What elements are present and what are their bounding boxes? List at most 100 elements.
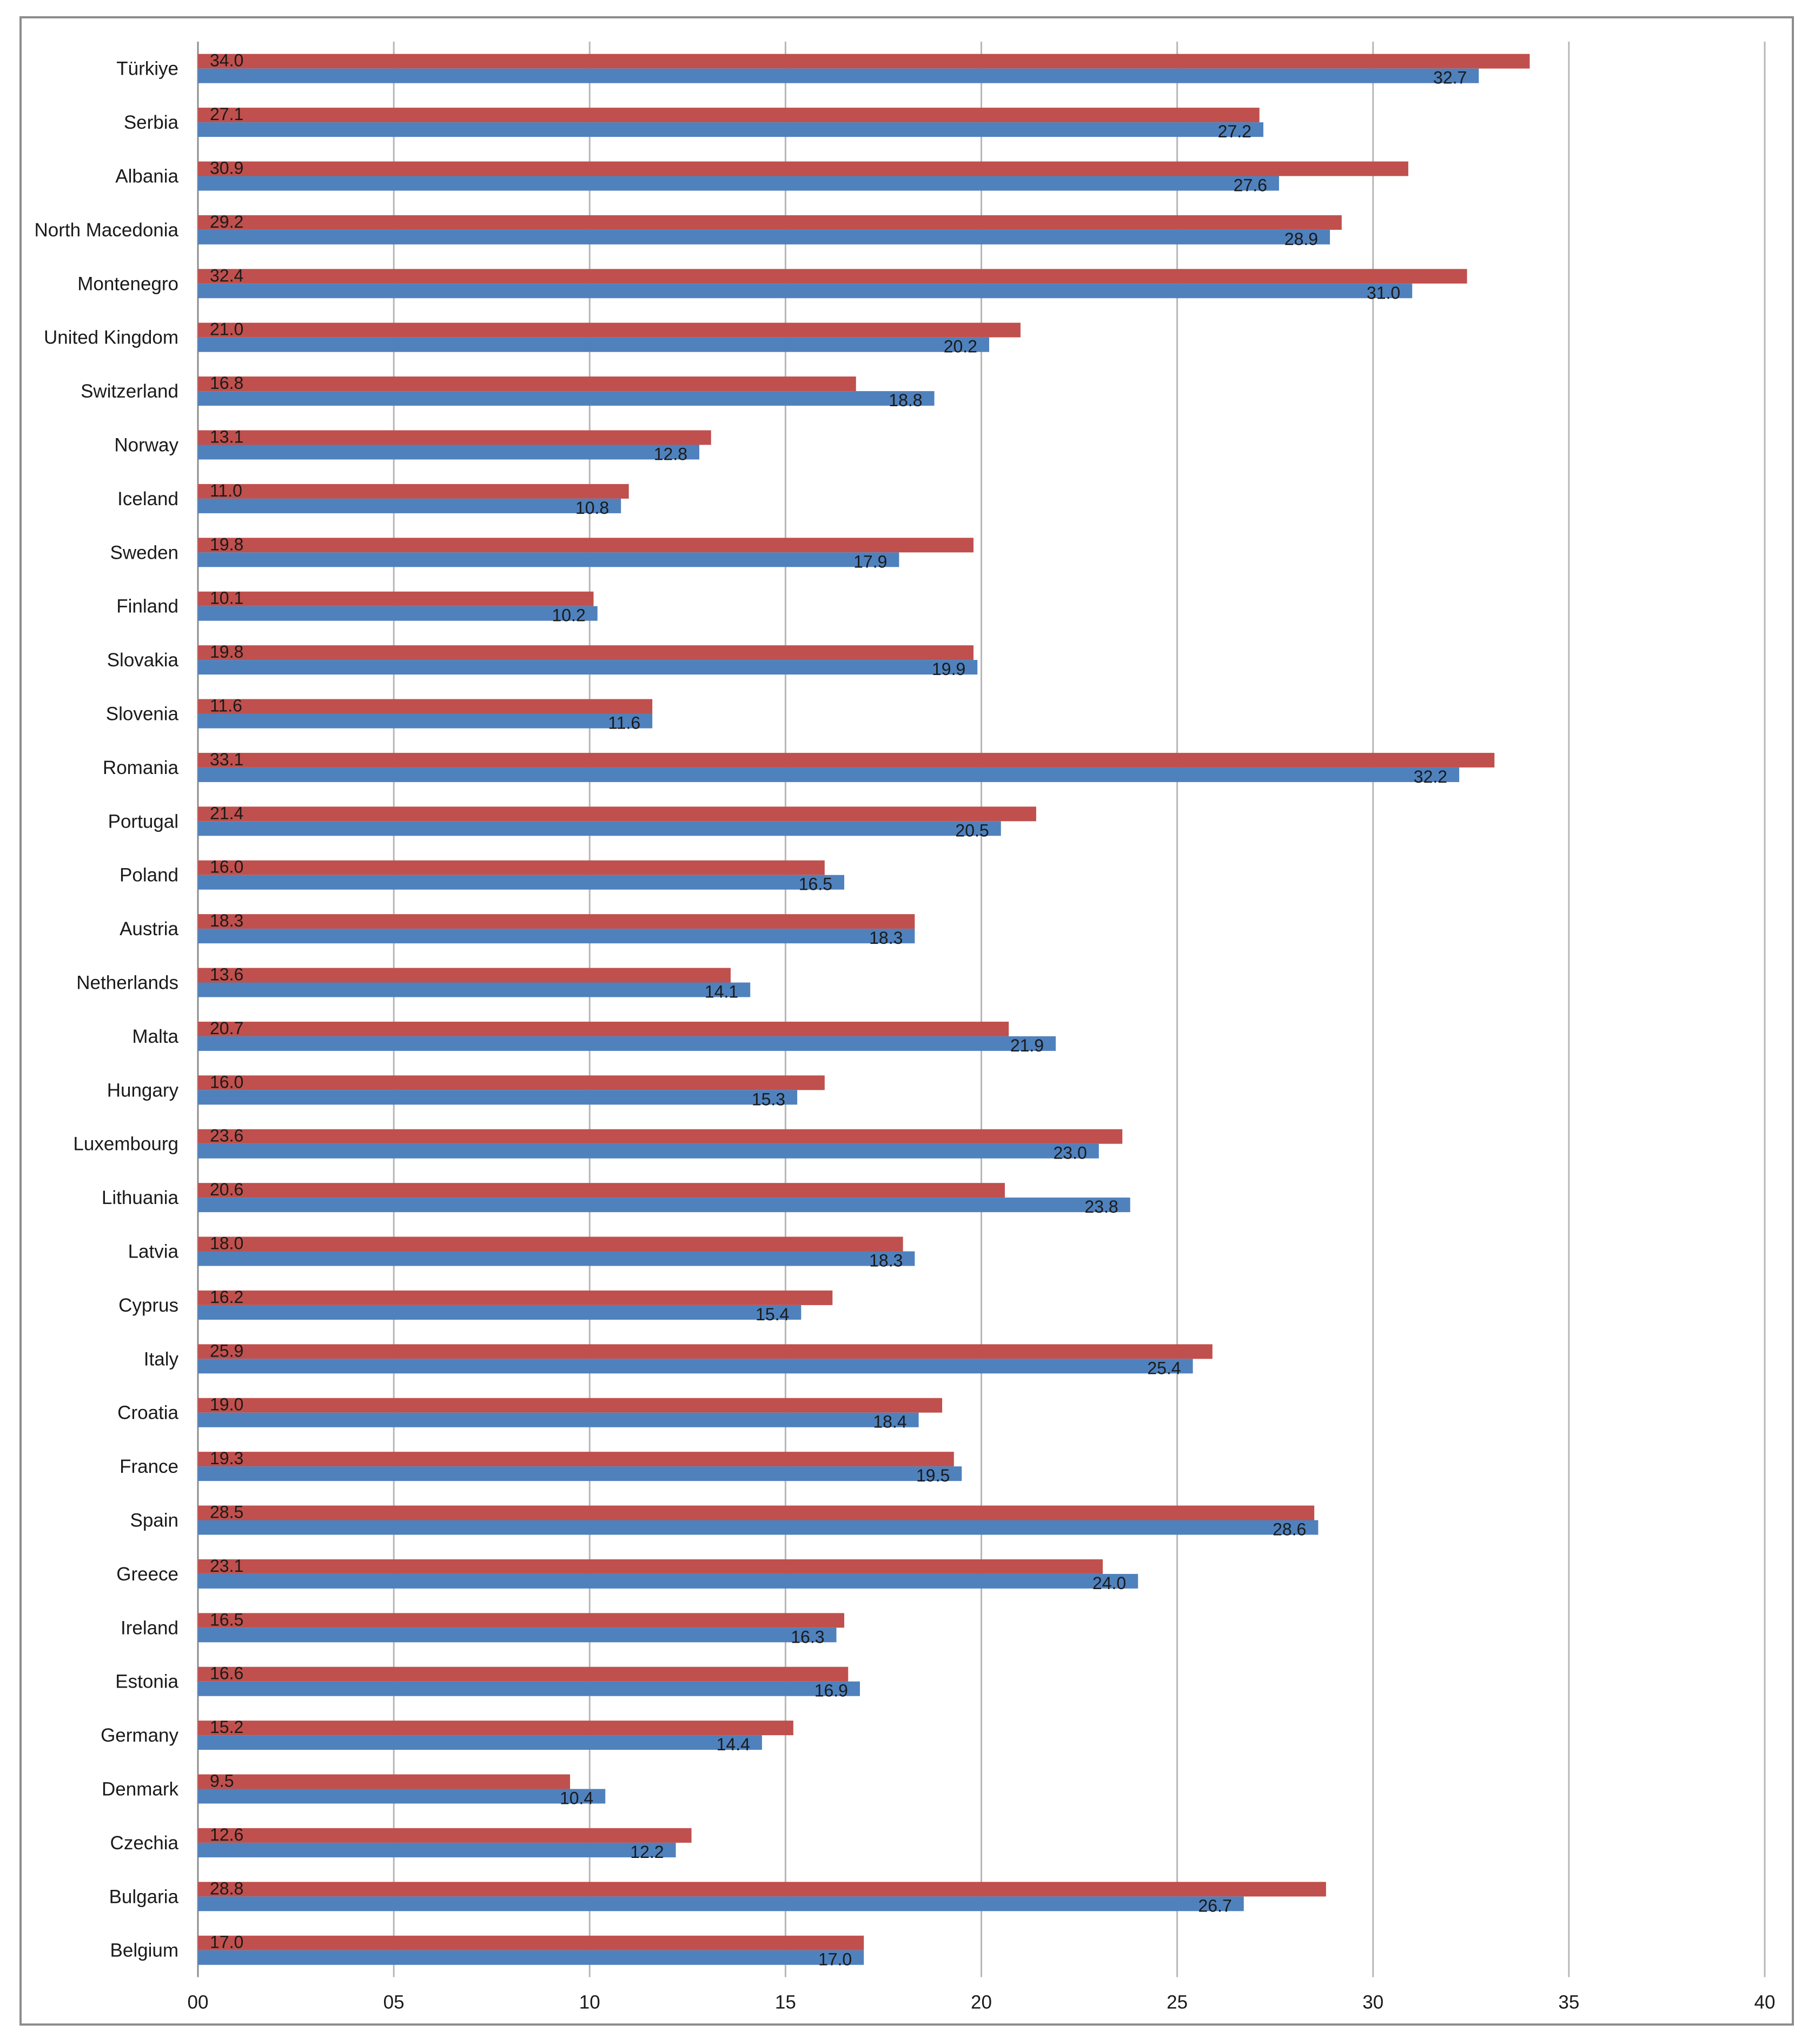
data-label-series-1: 16.2 [210,1287,243,1307]
bar-series-1 [198,1398,943,1413]
category-labels: Türkiye Serbia Albania North Macedonia Monte… [34,58,178,1961]
bar-series-1 [198,376,856,392]
data-label-series-1: 33.1 [210,750,243,769]
data-label-series-2: 18.8 [889,391,922,410]
bar-series-2 [198,1251,915,1266]
bar-series-1 [198,161,1408,176]
bar-series-2 [198,1359,1193,1374]
data-label-series-2: 28.9 [1284,229,1318,249]
data-label-series-1: 17.0 [210,1933,243,1952]
bar-series-1 [198,806,1036,822]
category-label: Estonia [115,1671,178,1692]
data-label-series-1: 21.4 [210,803,243,823]
data-label-series-1: 30.9 [210,158,243,178]
data-label-series-1: 34.0 [210,51,243,70]
bar-series-1 [198,1828,692,1843]
data-label-series-2: 12.2 [630,1842,664,1862]
bar-series-2 [198,391,935,406]
data-label-series-2: 15.4 [756,1305,789,1324]
bar-series-2 [198,1466,962,1481]
bar-series-1 [198,752,1495,768]
bar-series-1 [198,430,711,445]
bar-series-2 [198,445,700,460]
bar-series-2 [198,283,1413,299]
x-tick-label: 35 [1558,1992,1579,2013]
category-label: Croatia [117,1403,178,1424]
bar-series-2 [198,68,1479,83]
data-label-series-2: 18.3 [869,928,903,948]
bar-series-2 [198,337,989,352]
data-label-series-1: 25.9 [210,1341,243,1360]
bar-series-1 [198,1183,1005,1198]
data-label-series-2: 27.2 [1218,122,1251,141]
bar-series-2 [198,1628,837,1643]
x-tick-label: 05 [383,1992,405,2013]
data-label-series-2: 27.6 [1234,176,1267,195]
data-label-series-2: 10.2 [552,606,585,625]
bar-series-1 [198,1452,954,1467]
bar-series-1 [198,591,594,606]
data-label-series-1: 16.8 [210,373,243,393]
category-label: United Kingdom [44,327,178,348]
data-label-series-2: 25.4 [1147,1358,1181,1378]
bar-series-1 [198,108,1260,123]
data-label-series-1: 16.6 [210,1664,243,1683]
bar-series-2 [198,929,915,944]
category-label: Slovakia [107,650,179,671]
category-label: Serbia [124,112,179,133]
data-label-series-1: 29.2 [210,212,243,231]
gridlines [197,42,1766,1977]
category-label: Hungary [107,1080,179,1101]
data-label-series-2: 32.2 [1414,767,1447,786]
bar-series-2 [198,122,1263,137]
bar-series-2 [198,1036,1056,1051]
category-label: Bulgaria [109,1886,179,1907]
data-label-series-1: 32.4 [210,266,243,285]
bar-series-1 [198,860,825,875]
category-label: North Macedonia [34,220,178,241]
data-label-series-2: 18.3 [869,1251,903,1271]
chart-frame: 34.0 32.7 27.1 27.2 30.9 27.6 29.2 28.9 32.4 31.0… [19,16,1794,2026]
bar-series-2 [198,1520,1319,1535]
x-tick-label: 10 [579,1992,600,2013]
bar-series-1 [198,1075,825,1090]
data-label-series-2: 31.0 [1367,283,1400,302]
data-label-series-1: 15.2 [210,1717,243,1737]
bar-series-1 [198,914,915,929]
data-label-series-1: 12.6 [210,1825,243,1844]
category-label: Latvia [128,1241,179,1262]
data-label-series-2: 20.2 [944,337,977,356]
bar-series-2 [198,767,1460,782]
category-label: Cyprus [118,1295,178,1316]
data-label-series-1: 19.8 [210,642,243,662]
bar-series-1 [198,269,1467,284]
x-tick-label: 30 [1362,1992,1383,2013]
bar-series-1 [198,538,974,553]
category-label: Norway [114,435,178,456]
category-label: France [120,1456,178,1477]
data-label-series-2: 23.0 [1053,1143,1087,1163]
data-label-series-1: 11.6 [210,696,242,716]
data-label-series-1: 20.6 [210,1180,243,1199]
category-label: Luxembourg [73,1134,178,1155]
data-label-series-1: 18.3 [210,911,243,930]
data-label-series-2: 32.7 [1433,68,1467,88]
bar-series-2 [198,821,1001,836]
category-label: Albania [115,166,178,187]
data-label-series-1: 23.1 [210,1556,243,1576]
category-label: Lithuania [102,1187,179,1208]
bar-series-2 [198,1412,919,1427]
bar-series-1 [198,1613,845,1628]
bar-series-2 [198,1842,676,1857]
data-label-series-2: 15.3 [752,1089,785,1109]
x-tick-label: 00 [188,1992,209,2013]
category-label: Belgium [110,1940,178,1961]
data-label-series-2: 28.6 [1273,1520,1306,1539]
bar-chart: 34.0 32.7 27.1 27.2 30.9 27.6 29.2 28.9 32.4 31.0… [34,42,1775,2013]
category-label: Montenegro [77,273,178,294]
category-label: Sweden [110,542,178,563]
category-label: Italy [144,1348,179,1370]
data-label-series-1: 21.0 [210,320,243,339]
bar-series-2 [198,660,978,675]
bar-series-2 [198,1305,802,1320]
